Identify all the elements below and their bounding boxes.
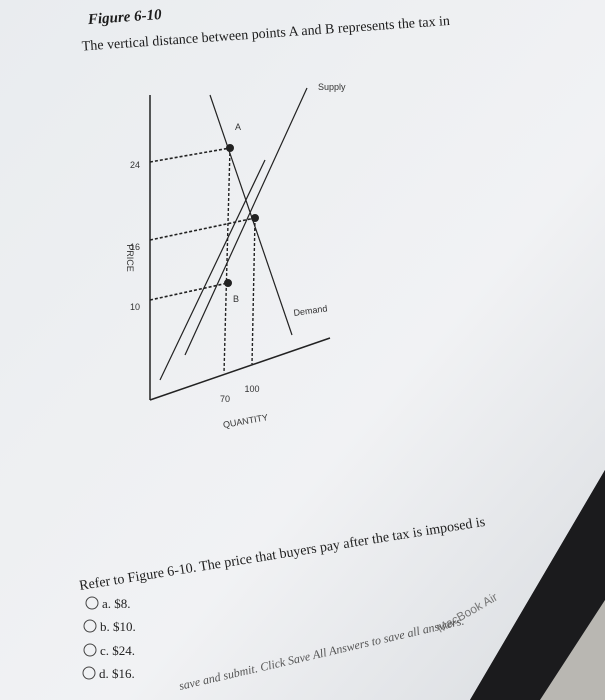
- x-tick-label: 100: [244, 384, 259, 394]
- point-label: B: [233, 294, 239, 304]
- guide-line: [149, 282, 229, 301]
- point: [224, 279, 232, 287]
- figure: [149, 87, 331, 401]
- y-axis-label: PRICE: [125, 244, 135, 272]
- supply-shifted: [159, 159, 266, 381]
- y-tick-label: 24: [130, 160, 140, 170]
- bezel: [470, 470, 605, 700]
- guide-line: [149, 147, 231, 163]
- guide-line: [251, 217, 256, 365]
- point-label: A: [235, 122, 241, 132]
- y-tick-label: 10: [130, 302, 140, 312]
- laptop-body: [540, 600, 605, 700]
- y-tick-label: 16: [130, 242, 140, 252]
- point: [251, 214, 259, 222]
- option[interactable]: d. $16.: [99, 666, 135, 681]
- guide-line: [149, 217, 256, 241]
- guide-line: [223, 147, 231, 374]
- option[interactable]: a. $8.: [102, 596, 131, 611]
- option[interactable]: b. $10.: [100, 619, 136, 634]
- x-axis: [149, 337, 331, 401]
- supply-label: Supply: [318, 82, 346, 92]
- supply-curve: [184, 87, 308, 356]
- demand-curve: [209, 94, 293, 336]
- x-tick-label: 70: [220, 394, 230, 404]
- demand-label: Demand: [293, 303, 328, 318]
- figure-title: Figure 6-10: [86, 7, 162, 28]
- options: a. $8. b. $10. c. $24. d. $16.: [82, 596, 136, 681]
- point: [226, 144, 234, 152]
- option[interactable]: c. $24.: [100, 643, 135, 658]
